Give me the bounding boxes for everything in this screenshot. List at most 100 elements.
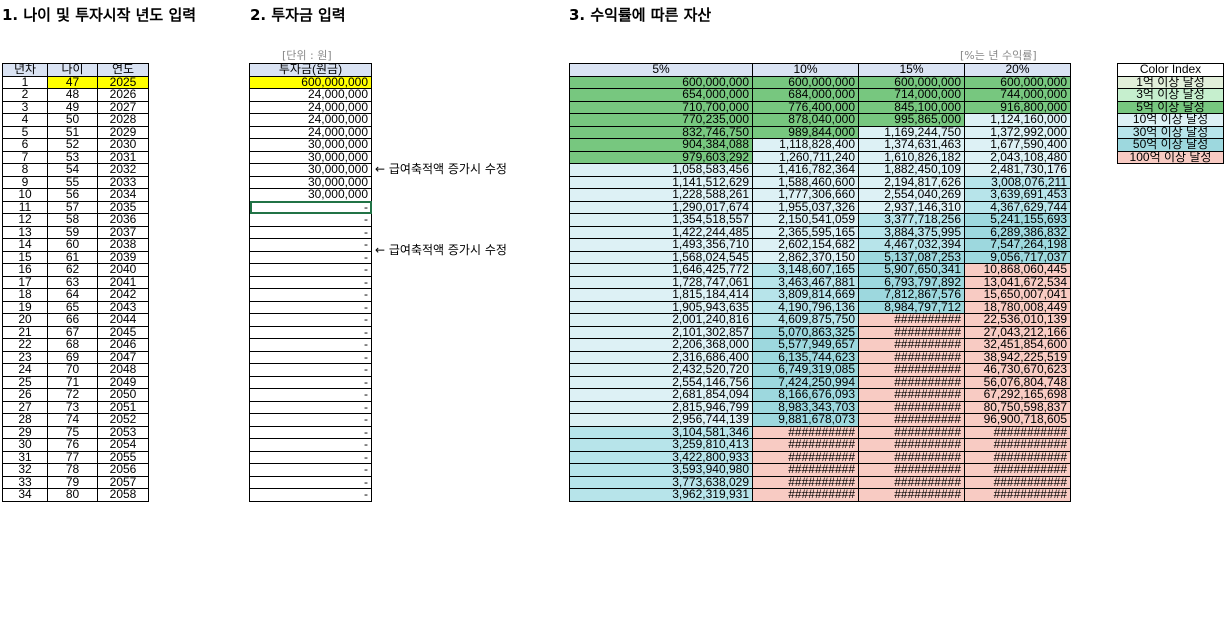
asset-cell-r20: 744,000,000 (964, 88, 1071, 102)
investment-cell[interactable]: - (249, 338, 372, 352)
asset-cell-r15: 600,000,000 (858, 75, 965, 89)
investment-cell[interactable]: - (249, 350, 372, 364)
investment-cell[interactable]: - (249, 275, 372, 289)
asset-cell-r10: 3,148,607,165 (752, 263, 859, 277)
investment-cell[interactable]: - (249, 400, 372, 414)
investment-row: - (249, 313, 372, 327)
age-cell: 68 (47, 338, 98, 352)
asset-cell-r20: 10,868,060,445 (964, 263, 1071, 277)
calendar-year-cell: 2040 (97, 263, 149, 277)
asset-cell-r10: 2,862,370,150 (752, 250, 859, 264)
asset-row: 1,728,747,061 3,463,467,881 6,793,797,892 1… (569, 275, 1071, 289)
investment-cell[interactable]: 30,000,000 (249, 150, 372, 164)
asset-row: 654,000,000 684,000,000 714,000,000 744,000… (569, 88, 1071, 102)
year-index-cell: 21 (2, 325, 48, 339)
asset-cell-r10: 684,000,000 (752, 88, 859, 102)
age-row: 9 55 2033 (2, 175, 149, 189)
investment-table: 투자금(원금) 600,000,000 24,000,000 24,000,000 2… (249, 63, 372, 502)
investment-cell[interactable]: 30,000,000 (249, 163, 372, 177)
year-index-cell: 3 (2, 100, 48, 114)
investment-cell[interactable]: - (249, 475, 372, 489)
year-index-cell: 30 (2, 438, 48, 452)
asset-cell-r10: 3,809,814,669 (752, 288, 859, 302)
asset-cell-r10: 3,463,467,881 (752, 275, 859, 289)
year-index-cell: 16 (2, 263, 48, 277)
investment-cell[interactable]: - (249, 225, 372, 239)
investment-cell[interactable]: 30,000,000 (249, 175, 372, 189)
asset-cell-r15: 1,882,450,109 (858, 163, 965, 177)
calendar-year-cell: 2028 (97, 113, 149, 127)
asset-cell-r15: 2,937,146,310 (858, 200, 965, 214)
asset-cell-r5: 3,259,810,413 (569, 438, 753, 452)
legend-row: 50억 이상 달성 (1117, 138, 1224, 152)
asset-row: 3,104,581,346 ########## ########## #######… (569, 425, 1071, 439)
investment-cell[interactable]: - (249, 413, 372, 427)
investment-cell[interactable]: - (249, 425, 372, 439)
asset-cell-r5: 1,354,518,557 (569, 213, 753, 227)
investment-cell[interactable]: 24,000,000 (249, 88, 372, 102)
asset-cell-r5: 600,000,000 (569, 75, 753, 89)
age-cell: 76 (47, 438, 98, 452)
age-row: 3 49 2027 (2, 100, 149, 114)
asset-cell-r10: ########## (752, 450, 859, 464)
calendar-year-cell: 2051 (97, 400, 149, 414)
asset-cell-r5: 1,228,588,261 (569, 188, 753, 202)
legend-item: 100억 이상 달성 (1117, 150, 1224, 164)
age-row: 4 50 2028 (2, 113, 149, 127)
age-row: 1 47 2025 (2, 75, 149, 89)
investment-cell[interactable]: - (249, 450, 372, 464)
asset-cell-r5: 2,206,368,000 (569, 338, 753, 352)
age-cell[interactable]: 47 (47, 75, 98, 89)
investment-cell[interactable]: - (249, 238, 372, 252)
calendar-year-cell: 2037 (97, 225, 149, 239)
investment-table-header: 투자금(원금) (249, 63, 372, 77)
investment-cell[interactable]: - (249, 325, 372, 339)
header-rate-5: 5% (569, 63, 753, 77)
investment-cell[interactable]: - (249, 463, 372, 477)
investment-cell[interactable]: - (249, 363, 372, 377)
asset-cell-r5: 1,905,943,635 (569, 300, 753, 314)
asset-cell-r10: 5,070,863,325 (752, 325, 859, 339)
investment-cell[interactable]: - (249, 213, 372, 227)
age-row: 7 53 2031 (2, 150, 149, 164)
legend-row: 3억 이상 달성 (1117, 88, 1224, 102)
investment-cell[interactable]: - (249, 288, 372, 302)
age-row: 20 66 2044 (2, 313, 149, 327)
investment-cell[interactable]: 24,000,000 (249, 125, 372, 139)
investment-cell[interactable]: 24,000,000 (249, 100, 372, 114)
investment-row: - (249, 350, 372, 364)
investment-row: - (249, 213, 372, 227)
asset-cell-r20: 7,547,264,198 (964, 238, 1071, 252)
asset-cell-r10: 1,588,460,600 (752, 175, 859, 189)
age-cell: 50 (47, 113, 98, 127)
investment-cell[interactable]: - (249, 388, 372, 402)
age-cell: 54 (47, 163, 98, 177)
investment-cell[interactable]: 30,000,000 (249, 188, 372, 202)
age-cell: 75 (47, 425, 98, 439)
investment-cell[interactable]: - (249, 488, 372, 502)
rate-table-header: 5% 10% 15% 20% (569, 63, 1071, 77)
calendar-year-cell[interactable]: 2025 (97, 75, 149, 89)
investment-cell[interactable]: 600,000,000 (249, 75, 372, 89)
calendar-year-cell: 2057 (97, 475, 149, 489)
investment-cell[interactable]: - (249, 263, 372, 277)
asset-cell-r20: 38,942,225,519 (964, 350, 1071, 364)
investment-row: - (249, 400, 372, 414)
investment-cell[interactable]: - (249, 313, 372, 327)
asset-cell-r20: 5,241,155,693 (964, 213, 1071, 227)
investment-cell[interactable]: - (249, 250, 372, 264)
investment-row: 24,000,000 (249, 88, 372, 102)
year-index-cell: 4 (2, 113, 48, 127)
investment-cell[interactable]: - (249, 438, 372, 452)
age-cell: 57 (47, 200, 98, 214)
investment-cell[interactable]: - (249, 300, 372, 314)
investment-cell[interactable]: 30,000,000 (249, 138, 372, 152)
age-table-header: 년차 나이 연도 (2, 63, 149, 77)
investment-cell[interactable]: - (249, 375, 372, 389)
header-age: 나이 (47, 63, 98, 77)
calendar-year-cell: 2030 (97, 138, 149, 152)
calendar-year-cell: 2039 (97, 250, 149, 264)
investment-cell[interactable]: 24,000,000 (249, 113, 372, 127)
asset-row: 2,316,686,400 6,135,744,623 ########## 38,9… (569, 350, 1071, 364)
investment-cell[interactable]: - (249, 200, 372, 214)
